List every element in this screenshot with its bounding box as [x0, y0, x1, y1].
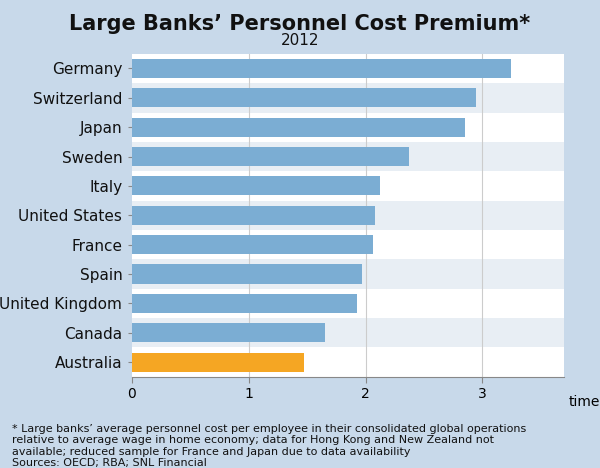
- Bar: [132, 147, 409, 166]
- Bar: [132, 318, 564, 347]
- Bar: [132, 294, 358, 313]
- Bar: [132, 176, 380, 196]
- Bar: [132, 259, 564, 289]
- Bar: [132, 171, 564, 201]
- Bar: [132, 347, 564, 377]
- Bar: [132, 323, 325, 342]
- Bar: [132, 54, 564, 83]
- Text: Large Banks’ Personnel Cost Premium*: Large Banks’ Personnel Cost Premium*: [70, 14, 530, 34]
- Bar: [132, 201, 564, 230]
- Bar: [132, 206, 375, 225]
- Bar: [132, 88, 476, 107]
- Bar: [132, 289, 564, 318]
- Bar: [132, 112, 564, 142]
- Bar: [132, 142, 564, 171]
- Bar: [132, 230, 564, 259]
- Text: * Large banks’ average personnel cost per employee in their consolidated global : * Large banks’ average personnel cost pe…: [12, 424, 526, 468]
- Bar: [132, 352, 304, 372]
- Bar: [132, 83, 564, 112]
- Text: times: times: [568, 395, 600, 409]
- Bar: [132, 117, 465, 137]
- Bar: [132, 264, 362, 284]
- Text: 2012: 2012: [281, 33, 319, 48]
- Bar: [132, 235, 373, 254]
- Bar: [132, 59, 511, 78]
